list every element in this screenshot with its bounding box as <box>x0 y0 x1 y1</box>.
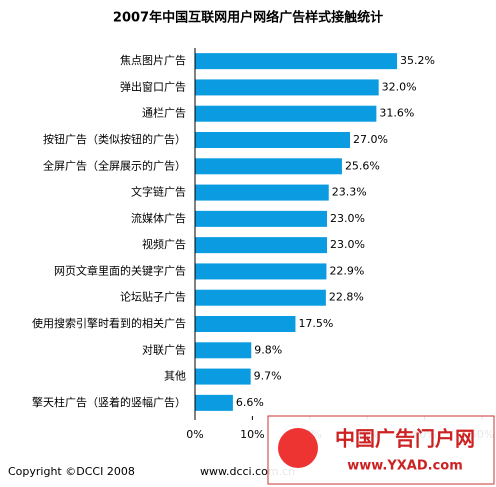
y-tick-label: 弹出窗口广告 <box>120 79 186 93</box>
y-tick-label: 对联广告 <box>142 342 186 356</box>
y-tick-label: 全屏广告（全屏展示的广告） <box>43 158 186 172</box>
value-label: 25.6% <box>345 159 380 172</box>
value-label: 22.9% <box>329 264 364 277</box>
copyright: Copyright ©DCCI 2008 <box>8 465 135 478</box>
y-tick-label: 按钮广告（类似按钮的广告） <box>43 132 186 146</box>
x-tick-label: 10% <box>240 428 264 441</box>
bar <box>195 53 398 70</box>
value-label: 23.0% <box>330 238 365 251</box>
y-tick-label: 使用搜索引擎时看到的相关广告 <box>32 316 186 330</box>
y-tick-label: 流媒体广告 <box>131 211 186 225</box>
bar <box>195 210 328 227</box>
y-tick-label: 视频广告 <box>142 237 186 251</box>
bar <box>195 263 327 280</box>
y-tick-label: 焦点图片广告 <box>120 54 186 67</box>
value-label: 9.8% <box>254 343 282 356</box>
bar <box>195 316 296 332</box>
bar <box>195 394 233 411</box>
value-label: 35.2% <box>400 54 435 67</box>
y-tick-label: 论坛贴子广告 <box>120 290 186 304</box>
value-label: 31.6% <box>379 107 414 120</box>
bar <box>195 184 329 201</box>
value-label: 32.0% <box>382 80 417 93</box>
value-label: 22.8% <box>329 291 364 304</box>
y-tick-label: 文字链广告 <box>131 185 186 199</box>
bar <box>195 289 326 306</box>
bar <box>195 105 377 122</box>
y-tick-label: 通栏广告 <box>142 106 186 120</box>
value-label: 23.3% <box>332 186 367 199</box>
value-label: 17.5% <box>298 317 333 330</box>
y-tick-label: 擎天柱广告（竖着的竖幅广告） <box>32 395 186 409</box>
bar <box>195 79 379 96</box>
y-tick-label: 其他 <box>164 370 186 383</box>
y-tick-label: 网页文章里面的关键字广告 <box>54 263 186 277</box>
watermark: 中国广告门户网 www.YXAD.com <box>267 415 495 485</box>
bar <box>195 237 328 254</box>
watermark-logo <box>278 428 318 468</box>
value-label: 9.7% <box>254 370 282 383</box>
bar <box>195 132 350 148</box>
watermark-url: www.YXAD.com <box>347 459 463 474</box>
chart-title: 2007年中国互联网用户网络广告样式接触统计 <box>113 10 383 26</box>
x-tick-label: 0% <box>186 428 203 441</box>
bar <box>195 368 251 385</box>
value-label: 27.0% <box>353 133 388 146</box>
bar <box>195 158 342 175</box>
bar <box>195 342 252 359</box>
value-label: 23.0% <box>330 212 365 225</box>
watermark-name: 中国广告门户网 <box>335 427 475 451</box>
value-label: 6.6% <box>236 396 264 409</box>
